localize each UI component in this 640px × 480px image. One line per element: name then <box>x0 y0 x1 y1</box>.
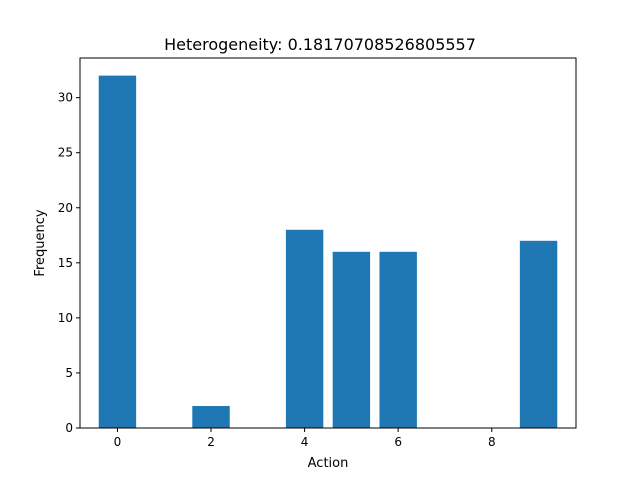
x-tick-label: 4 <box>301 435 309 449</box>
x-tick-label: 2 <box>207 435 215 449</box>
y-tick-label: 10 <box>58 311 73 325</box>
y-tick-label: 30 <box>58 91 73 105</box>
y-tick-label: 15 <box>58 256 73 270</box>
bar-action-9 <box>519 240 558 428</box>
bar-action-2 <box>192 405 230 428</box>
bar-action-0 <box>98 75 137 428</box>
y-tick-label: 25 <box>58 146 73 160</box>
x-axis-label: Action <box>308 456 349 471</box>
y-axis-label: Frequency <box>33 209 48 276</box>
x-tick-label: 0 <box>114 435 122 449</box>
y-tick-label: 0 <box>65 421 73 435</box>
x-tick-label: 8 <box>488 435 496 449</box>
bar-action-5 <box>332 251 371 428</box>
bar-action-6 <box>379 251 417 428</box>
bars-group <box>98 75 558 428</box>
y-tick-label: 5 <box>65 366 73 380</box>
bar-action-4 <box>285 229 324 428</box>
x-tick-label: 6 <box>394 435 402 449</box>
chart-title: Heterogeneity: 0.18170708526805557 <box>164 35 476 54</box>
y-ticks-group: 0 5 10 15 20 25 30 <box>58 91 80 435</box>
y-tick-label: 20 <box>58 201 73 215</box>
x-ticks-group: 0 2 4 6 8 <box>114 428 496 449</box>
plot-frame <box>79 57 577 429</box>
